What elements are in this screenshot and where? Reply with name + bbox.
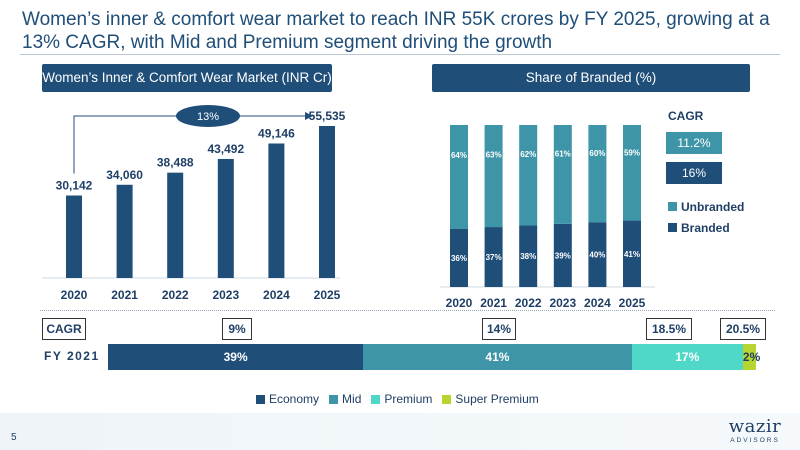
brand-logo: wazir ADVISORS [718,416,792,445]
unbranded-share-label: 64% [451,151,467,160]
branded-share-label: 39% [555,251,571,260]
segment-cagr-label: CAGR [42,318,86,340]
unbranded-cagr-badge: 11.2% [666,132,722,154]
market-bar [167,172,184,278]
footer-band [0,413,800,450]
share-year-label: 2025 [619,296,646,310]
branded-cagr-title: CAGR [668,109,704,123]
market-bar [116,184,133,278]
market-year-label: 2025 [314,288,341,302]
market-year-label: 2020 [61,288,88,302]
market-chart-header: Women’s Inner & Comfort Wear Market (INR… [42,64,332,92]
market-value-label: 55,535 [309,109,346,123]
segment-year-label: FY 2021 [44,349,100,363]
share-year-label: 2021 [480,296,507,310]
market-value-label: 30,142 [56,179,93,193]
legend-branded-swatch [668,223,677,232]
branded-share-label: 36% [451,254,467,263]
market-value-label: 43,492 [207,142,244,156]
legend-label: Premium [384,392,433,406]
branded-share-label: 40% [589,251,605,260]
legend-swatch [371,394,381,404]
share-year-label: 2020 [446,296,473,310]
cagr-ellipse [176,105,240,127]
branded-segment [623,220,641,287]
legend-unbranded: Unbranded [668,200,744,214]
branded-segment [450,228,468,287]
mid-cagr-box: 14% [482,318,516,340]
market-bar [217,158,234,278]
unbranded-segment [519,125,538,226]
branded-share-label: 41% [624,250,640,259]
legend-label: Mid [342,392,362,406]
unbranded-segment [553,125,572,224]
market-value-label: 34,060 [106,168,143,182]
legend-label: Economy [269,392,320,406]
legend-premium: Premium [371,392,432,406]
unbranded-share-label: 63% [486,151,502,160]
premium-cagr-box: 18.5% [646,318,692,340]
branded-segment [553,223,572,287]
cagr-ellipse-label: 13% [197,111,219,123]
unbranded-segment [623,125,641,221]
unbranded-share-label: 61% [555,150,571,159]
legend-branded-label: Branded [681,221,730,235]
legend-swatch [329,394,339,404]
legend-economy: Economy [256,392,319,406]
branded-share-label: 37% [486,253,502,262]
legend-label: Super Premium [455,392,539,406]
market-year-label: 2021 [111,288,138,302]
branded-segment [484,227,503,287]
super-premium-cagr-box: 20.5% [720,318,766,340]
segment-economy: 39% [108,344,364,370]
logo-subtitle: ADVISORS [730,437,780,444]
legend-mid: Mid [329,392,361,406]
unbranded-segment [450,125,468,229]
market-bar [319,126,335,278]
segment-mid: 41% [363,344,632,370]
segment-stacked-bar: 39% 41% 17% 2% [108,344,760,370]
economy-cagr-box: 9% [222,318,252,340]
legend-swatch [256,394,265,404]
title-divider [20,54,780,55]
unbranded-share-label: 60% [589,149,605,158]
branded-cagr-badge: 16% [666,162,722,184]
market-bar [66,195,82,278]
unbranded-share-label: 62% [520,150,536,159]
branded-segment [519,225,538,287]
unbranded-segment [588,125,607,223]
segment-super-premium: 2% [742,344,760,370]
market-year-label: 2024 [263,288,290,302]
page-title: Women’s inner & comfort wear market to r… [22,9,770,53]
logo-word: wazir [728,416,782,437]
market-value-label: 38,488 [157,156,194,170]
legend-unbranded-label: Unbranded [681,200,745,214]
segment-legend: Economy Mid Premium Super Premium [256,392,539,406]
unbranded-share-label: 59% [624,149,640,158]
unbranded-segment [484,125,503,228]
legend-branded: Branded [668,221,730,235]
cagr-arrow-head [305,112,313,120]
page-number: 5 [11,432,17,443]
market-year-label: 2022 [162,288,189,302]
section-divider [40,310,775,311]
share-year-label: 2024 [584,296,611,310]
legend-unbranded-swatch [668,202,677,211]
share-year-label: 2022 [515,296,542,310]
market-value-label: 49,146 [258,126,295,140]
market-year-label: 2023 [212,288,239,302]
share-year-label: 2023 [549,296,576,310]
branded-share-label: 38% [520,252,536,261]
legend-swatch [442,394,452,404]
legend-super-premium: Super Premium [442,392,539,406]
segment-premium: 17% [631,344,743,370]
branded-segment [588,222,607,287]
branded-share-header: Share of Branded (%) [432,64,750,92]
market-bar [268,143,285,278]
